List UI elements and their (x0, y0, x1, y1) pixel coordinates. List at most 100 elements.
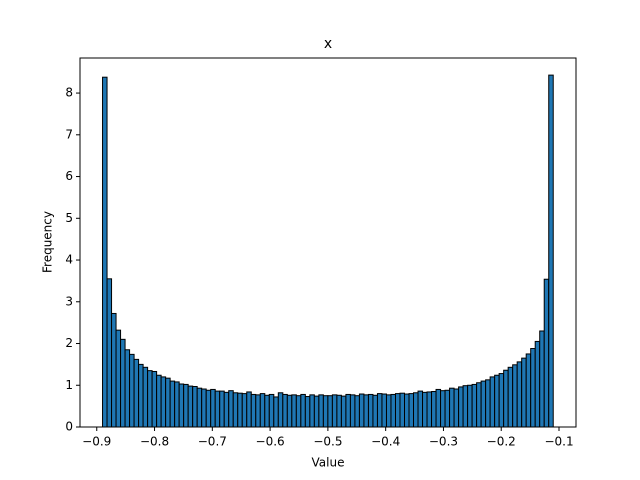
bar (255, 394, 261, 428)
bar (214, 390, 221, 428)
bar (363, 394, 369, 428)
bar (390, 393, 396, 428)
bar (151, 370, 158, 428)
y-tick-label: 2 (65, 336, 73, 350)
bar (142, 366, 149, 428)
bar (232, 392, 239, 428)
bar (485, 379, 491, 428)
y-tick-label: 6 (65, 169, 73, 183)
bar (462, 385, 469, 428)
x-tick-label: −0.4 (371, 435, 400, 449)
bar (399, 392, 406, 428)
y-tick-label: 1 (65, 378, 73, 392)
bar (165, 377, 171, 428)
bar (318, 394, 324, 428)
bar (372, 394, 378, 428)
bar (309, 394, 315, 428)
bar (174, 381, 180, 428)
y-tick-label: 7 (65, 127, 73, 141)
bar (300, 393, 306, 428)
bar (381, 393, 387, 428)
bar (250, 393, 257, 428)
bar (187, 385, 194, 428)
bar (498, 373, 505, 428)
bar (331, 394, 338, 428)
x-tick-label: −0.7 (198, 435, 227, 449)
bar (115, 329, 122, 428)
bar (408, 393, 415, 428)
bar (178, 383, 185, 428)
bar (273, 396, 279, 428)
bar (313, 395, 320, 428)
bar (336, 394, 342, 428)
bar (431, 391, 437, 428)
x-tick-label: −0.2 (487, 435, 516, 449)
bar (124, 349, 131, 428)
bar (340, 395, 347, 428)
bar (259, 393, 266, 428)
bar (489, 376, 496, 428)
chart-title: x (324, 36, 332, 52)
bar (507, 366, 514, 428)
bar (521, 357, 527, 428)
bar (219, 390, 225, 428)
x-tick-label: −0.8 (140, 435, 169, 449)
bar (322, 395, 329, 428)
bar (102, 76, 108, 428)
bar (435, 388, 442, 428)
bar (169, 380, 176, 428)
bar (129, 353, 135, 428)
bar (147, 370, 153, 428)
bar (192, 386, 198, 428)
bar (156, 374, 162, 428)
y-tick-label: 5 (65, 211, 73, 225)
bar (404, 393, 410, 428)
bar (354, 395, 360, 428)
x-tick-label: −0.1 (544, 435, 573, 449)
bar (516, 361, 523, 428)
x-tick-label: −0.6 (256, 435, 285, 449)
bar (228, 390, 234, 428)
x-tick-label: −0.5 (313, 435, 342, 449)
bar (476, 382, 482, 428)
x-tick-label: −0.9 (82, 435, 111, 449)
bar (367, 393, 374, 428)
bar (525, 353, 532, 428)
bar (106, 278, 113, 428)
bar (210, 388, 216, 428)
bar (133, 358, 140, 428)
bar (512, 364, 518, 428)
bar (282, 393, 288, 428)
bar (494, 374, 500, 428)
bar (503, 369, 509, 428)
x-tick-label: −0.3 (429, 435, 458, 449)
bar (480, 380, 487, 428)
bar (467, 384, 473, 428)
bar (417, 390, 424, 428)
bar (241, 393, 248, 428)
y-tick-label: 3 (65, 294, 73, 308)
x-axis-label: Value (312, 456, 345, 470)
bar (111, 312, 117, 428)
y-tick-label: 8 (65, 86, 73, 100)
bar (394, 393, 401, 428)
bar (304, 396, 311, 428)
bar (138, 363, 144, 428)
bar (444, 389, 451, 428)
bar (376, 393, 383, 428)
bar (458, 386, 464, 428)
bar (291, 394, 297, 428)
bar (471, 383, 478, 428)
bar (345, 393, 351, 428)
bar (264, 394, 270, 428)
bar (413, 392, 419, 428)
bar (440, 390, 446, 428)
bar (237, 392, 243, 428)
bar (349, 394, 356, 428)
bar (286, 394, 293, 428)
bar (327, 395, 333, 428)
bar (160, 376, 167, 428)
bar (385, 394, 392, 428)
bar (539, 330, 545, 428)
